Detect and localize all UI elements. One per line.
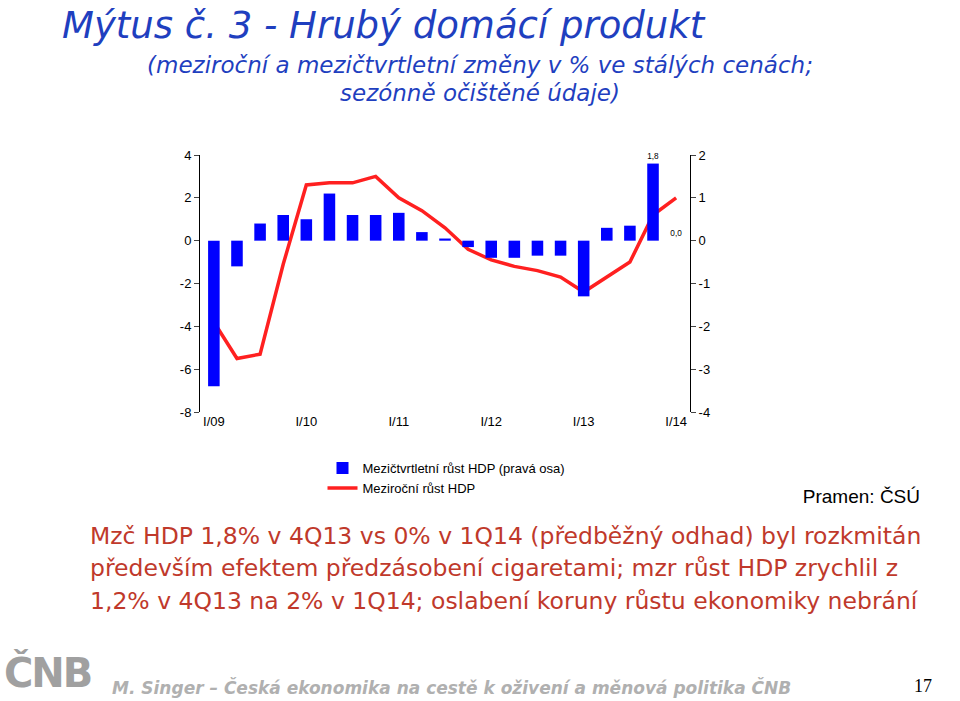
svg-text:I/14: I/14 bbox=[665, 414, 687, 429]
svg-text:0,0: 0,0 bbox=[670, 229, 682, 238]
svg-text:-3: -3 bbox=[699, 362, 711, 377]
svg-text:2: 2 bbox=[184, 190, 191, 205]
html-text:(meziroční a mezičtvrtletní zm: (meziroční a mezičtvrtletní změny v % ve… bbox=[147, 52, 813, 106]
html-text:17: 17 bbox=[914, 676, 932, 696]
svg-text:I/09: I/09 bbox=[203, 414, 225, 429]
svg-text:0: 0 bbox=[184, 233, 191, 248]
svg-text:-4: -4 bbox=[699, 405, 711, 420]
svg-text:0: 0 bbox=[699, 233, 706, 248]
svg-text:-4: -4 bbox=[180, 319, 192, 334]
svg-text:2: 2 bbox=[699, 148, 706, 163]
html-text:Pramen: ČSÚ: Pramen: ČSÚ bbox=[802, 486, 920, 507]
svg-text:-2: -2 bbox=[180, 276, 192, 291]
svg-text:4: 4 bbox=[184, 148, 191, 163]
svg-text:1,8: 1,8 bbox=[647, 152, 659, 161]
html-text:Mýtus č. 3 - Hrubý domácí prod: Mýtus č. 3 - Hrubý domácí produkt bbox=[62, 4, 705, 47]
svg-text:I/11: I/11 bbox=[388, 414, 409, 429]
svg-text:I/13: I/13 bbox=[573, 414, 595, 429]
svg-text:-6: -6 bbox=[180, 362, 192, 377]
svg-text:Mezičtvrtletní růst HDP (pravá: Mezičtvrtletní růst HDP (pravá osa) bbox=[363, 461, 565, 476]
svg-text:I/12: I/12 bbox=[480, 414, 502, 429]
svg-text:Meziroční růst HDP: Meziroční růst HDP bbox=[363, 481, 476, 496]
svg-text:1: 1 bbox=[699, 190, 706, 205]
html-text:M. Singer – Česká ekonomika na: M. Singer – Česká ekonomika na cestě k o… bbox=[112, 678, 792, 698]
html-text:Mzč HDP 1,8% v 4Q13 vs 0% v 1Q: Mzč HDP 1,8% v 4Q13 vs 0% v 1Q14 (předbě… bbox=[90, 522, 922, 615]
html-text:ČNB: ČNB bbox=[4, 650, 92, 696]
svg-text:-1: -1 bbox=[699, 276, 711, 291]
svg-text:-8: -8 bbox=[180, 405, 192, 420]
svg-text:I/10: I/10 bbox=[295, 414, 317, 429]
svg-text:-2: -2 bbox=[699, 319, 711, 334]
